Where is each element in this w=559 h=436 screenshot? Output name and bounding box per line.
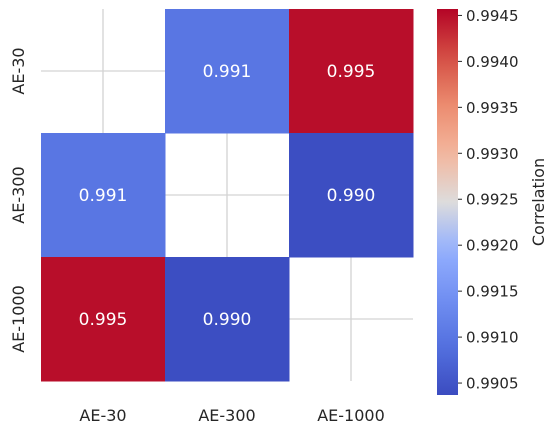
heatmap-cells — [41, 9, 414, 382]
x-tick-label: AE-1000 — [317, 406, 385, 425]
cell-value-label: 0.990 — [327, 186, 376, 206]
cell-value-label: 0.995 — [79, 310, 128, 330]
y-tick-label: AE-300 — [9, 166, 28, 223]
x-tick-label: AE-30 — [79, 406, 126, 425]
heatmap-cell — [41, 257, 166, 382]
x-tick-label: AE-300 — [198, 406, 255, 425]
cell-value-label: 0.991 — [79, 186, 128, 206]
colorbar-tick-label: 0.9945 — [466, 7, 519, 25]
heatmap-cell — [165, 9, 290, 134]
colorbar-tick-label: 0.9920 — [466, 237, 519, 255]
colorbar-tick-label: 0.9940 — [466, 53, 519, 71]
cell-value-label: 0.995 — [327, 62, 376, 82]
heatmap-cell — [165, 257, 290, 382]
colorbar-tick-label: 0.9935 — [466, 99, 519, 117]
heatmap-cell — [289, 133, 414, 258]
y-axis-ticks: AE-30 AE-300 AE-1000 — [9, 47, 28, 352]
colorbar-tick-label: 0.9910 — [466, 329, 519, 347]
heatmap-cell — [289, 9, 414, 134]
cell-value-label: 0.990 — [203, 310, 252, 330]
x-axis-ticks: AE-30 AE-300 AE-1000 — [79, 406, 384, 425]
colorbar-tick-label: 0.9925 — [466, 191, 519, 209]
colorbar-tick-label: 0.9930 — [466, 145, 519, 163]
colorbar: 0.9905 0.9910 0.9915 0.9920 0.9925 0.9930 0.99… — [437, 7, 548, 395]
cell-annotations: 0.991 0.995 0.991 0.990 0.995 0.990 — [79, 62, 376, 330]
colorbar-gradient — [437, 9, 458, 395]
heatmap-cell — [41, 133, 166, 258]
y-tick-label: AE-1000 — [9, 285, 28, 353]
colorbar-label: Correlation — [529, 158, 548, 246]
colorbar-tick-label: 0.9915 — [466, 283, 519, 301]
colorbar-tick-label: 0.9905 — [466, 375, 519, 393]
y-tick-label: AE-30 — [9, 47, 28, 94]
cell-value-label: 0.991 — [203, 62, 252, 82]
